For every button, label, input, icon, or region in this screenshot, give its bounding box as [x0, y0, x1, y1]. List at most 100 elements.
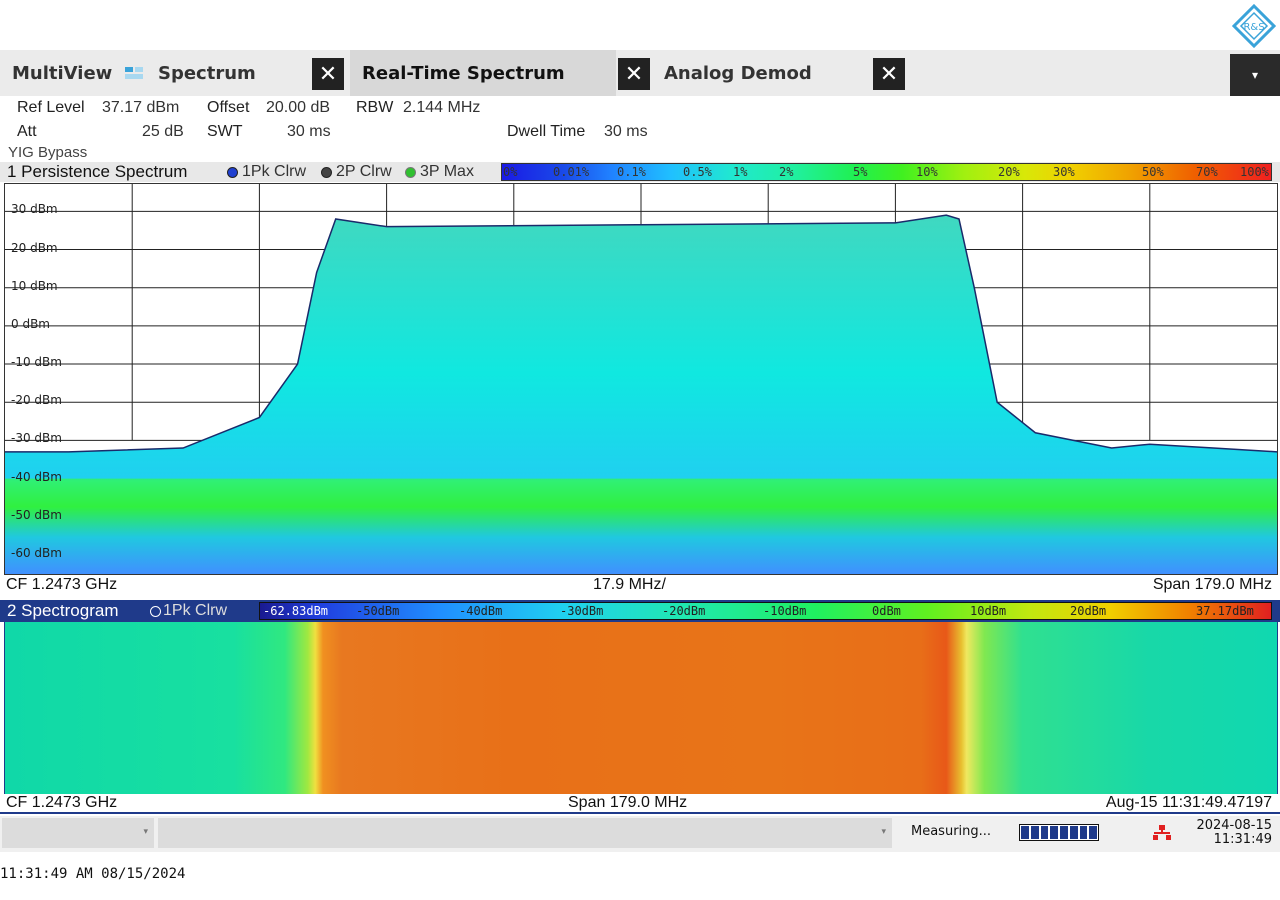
- trace-label: 1Pk Clrw: [242, 163, 307, 180]
- trace-legend-3[interactable]: 3P Max: [405, 162, 474, 182]
- tab-label: Analog Demod: [664, 62, 812, 84]
- svg-text:R&S: R&S: [1243, 22, 1264, 33]
- tab-spectrum[interactable]: Spectrum: [146, 50, 308, 96]
- tab-spectrum-close-icon[interactable]: ✕: [312, 58, 344, 90]
- status-time: 11:31:49: [1213, 832, 1272, 847]
- persistence-spectrum-plot[interactable]: 30 dBm 20 dBm 10 dBm 0 dBm -10 dBm -20 dBm -30…: [4, 183, 1278, 575]
- persistence-scale-label: 10%: [916, 165, 938, 179]
- spectrogram-scale-label: 0dBm: [872, 604, 901, 618]
- persistence-scale-label: 0.5%: [683, 165, 712, 179]
- tab-analog-demod[interactable]: Analog Demod: [652, 50, 870, 96]
- spectrogram-window-title: 2 Spectrogram: [7, 601, 119, 620]
- spectrogram-trace-legend[interactable]: 1Pk Clrw: [150, 602, 227, 620]
- progress-segment: [1089, 826, 1097, 839]
- progress-segment: [1050, 826, 1058, 839]
- trace-dot-icon: [150, 605, 161, 617]
- persistence-scale-label: 0.01%: [553, 165, 590, 179]
- swt-label: SWT: [207, 123, 243, 140]
- spectrogram-scale-label: -62.83dBm: [263, 604, 329, 618]
- measurement-progress-bar: [1019, 824, 1099, 841]
- tab-overflow-dropdown-icon[interactable]: ▾: [1230, 54, 1280, 96]
- measurement-settings[interactable]: Ref Level 37.17 dBm Offset 20.00 dB RBW …: [0, 96, 1280, 162]
- measuring-status: Measuring...: [911, 824, 992, 839]
- spectrogram-scale-label: -20dBm: [662, 604, 706, 618]
- trace-label: 1Pk Clrw: [163, 602, 228, 619]
- y-tick-label: -20 dBm: [11, 393, 62, 408]
- spectrogram-scale-label: -10dBm: [763, 604, 807, 618]
- status-datetime: 2024-08-15 11:31:49: [1180, 819, 1272, 847]
- spectrogram-scale-label: -40dBm: [459, 604, 503, 618]
- trace-legend-2[interactable]: 2P Clrw: [321, 162, 392, 182]
- ref-level-label: Ref Level: [17, 99, 85, 116]
- persistence-fills: [5, 215, 1277, 574]
- signal-persistence-fill: [5, 215, 1277, 479]
- swt-value: 30 ms: [287, 123, 331, 140]
- persistence-scale-label: 0.1%: [617, 165, 646, 179]
- frequency-per-division-label: 17.9 MHz/: [593, 576, 666, 593]
- persistence-scale-label: 2%: [779, 165, 794, 179]
- trace-label: 3P Max: [420, 163, 474, 180]
- persistence-window-title: 1 Persistence Spectrum: [7, 162, 188, 181]
- persistence-scale-label: 50%: [1142, 165, 1164, 179]
- offset-label: Offset: [207, 99, 250, 116]
- spectrogram-center-frequency-label: CF 1.2473 GHz: [6, 794, 118, 811]
- chevron-down-icon: ▾: [881, 827, 886, 837]
- trace-1pk-clrw-line: [5, 214, 1277, 453]
- persistence-scale-label: 20%: [998, 165, 1020, 179]
- persistence-scale-label: 30%: [1053, 165, 1075, 179]
- multiview-icon: [125, 67, 143, 79]
- y-tick-label: 10 dBm: [11, 278, 58, 293]
- progress-segment: [1040, 826, 1049, 839]
- spectrogram-color-scale: -62.83dBm -50dBm -40dBm -30dBm -20dBm -1…: [259, 602, 1272, 620]
- y-tick-label: 0 dBm: [11, 316, 50, 331]
- persistence-spectrum-svg: [5, 184, 1277, 574]
- offset-value: 20.00 dB: [266, 99, 331, 116]
- ref-level-value: 37.17 dBm: [102, 99, 180, 116]
- progress-segment: [1021, 826, 1029, 839]
- y-tick-label: -40 dBm: [11, 469, 62, 484]
- spectrogram-scale-label: -30dBm: [560, 604, 604, 618]
- spectrogram-scale-label: 37.17dBm: [1196, 604, 1254, 618]
- progress-segment: [1079, 826, 1088, 839]
- trace-dot-icon: [227, 166, 238, 178]
- spectrogram-scale-label: 20dBm: [1070, 604, 1107, 618]
- persistence-scale-label: 70%: [1196, 165, 1218, 179]
- network-icon[interactable]: [1152, 825, 1172, 841]
- trace-dot-icon: [405, 166, 416, 178]
- trace-legend-1[interactable]: 1Pk Clrw: [227, 162, 306, 182]
- persistence-color-scale: 0% 0.01% 0.1% 0.5% 1% 2% 5% 10% 20% 30% …: [501, 163, 1272, 181]
- progress-segment: [1069, 826, 1078, 839]
- tab-bar: MultiView Spectrum ✕ Real-Time Spectrum …: [0, 50, 1280, 96]
- spectrogram-timestamp-label: Aug-15 11:31:49.47197: [1105, 794, 1272, 811]
- att-label: Att: [17, 123, 37, 140]
- status-field-2[interactable]: ▾: [158, 818, 892, 848]
- spectrogram-plot[interactable]: [4, 622, 1278, 794]
- tab-analog-demod-close-icon[interactable]: ✕: [873, 58, 905, 90]
- trace-dot-icon: [321, 166, 332, 178]
- tab-real-time-spectrum-close-icon[interactable]: ✕: [618, 58, 650, 90]
- spectrogram-scale-label: -50dBm: [356, 604, 400, 618]
- center-frequency-label: CF 1.2473 GHz: [6, 576, 118, 593]
- tab-multiview[interactable]: MultiView: [0, 50, 124, 96]
- progress-segment: [1030, 826, 1039, 839]
- chevron-down-icon: ▾: [143, 827, 148, 837]
- trace-label: 2P Clrw: [336, 163, 392, 180]
- dwell-time-label: Dwell Time: [507, 123, 586, 140]
- persistence-window-footer: CF 1.2473 GHz 17.9 MHz/ Span 179.0 MHz: [0, 575, 1280, 597]
- spectrogram-window-footer: CF 1.2473 GHz Span 179.0 MHz Aug-15 11:3…: [0, 794, 1280, 814]
- status-bar: ▾ ▾ Measuring... 2024-08-15 11:31:49: [0, 816, 1280, 852]
- trace-lines: [5, 214, 1277, 453]
- status-field-1[interactable]: ▾: [2, 818, 154, 848]
- screenshot-timestamp: 11:31:49 AM 08/15/2024: [0, 866, 186, 882]
- persistence-scale-label: 100%: [1240, 165, 1269, 179]
- rs-logo-icon: R&S: [1232, 4, 1276, 48]
- tab-real-time-spectrum[interactable]: Real-Time Spectrum: [350, 50, 616, 96]
- persistence-scale-label: 5%: [853, 165, 868, 179]
- tab-label: Real-Time Spectrum: [362, 62, 565, 84]
- y-tick-label: -60 dBm: [11, 545, 62, 560]
- rbw-value: 2.144 MHz: [403, 99, 481, 116]
- span-label: Span 179.0 MHz: [1152, 576, 1272, 593]
- rbw-label: RBW: [356, 99, 394, 116]
- status-date: 2024-08-15: [1196, 818, 1272, 833]
